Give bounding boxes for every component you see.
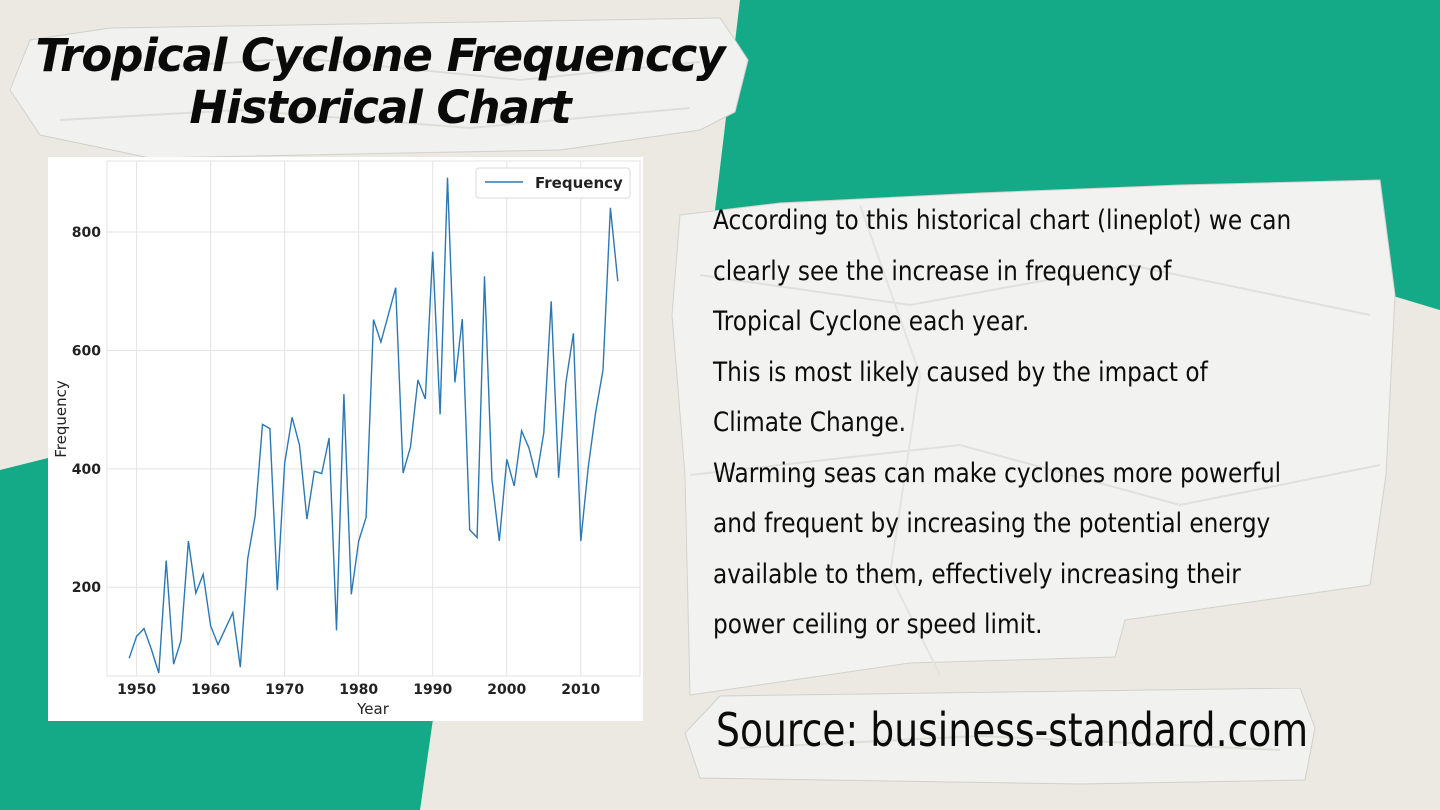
description-line: and frequent by increasing the potential… <box>713 508 1271 539</box>
x-tick-label: 2000 <box>487 682 526 698</box>
description-text: According to this historical chart (line… <box>713 196 1298 651</box>
title-line-1: Tropical Cyclone Frequenccy <box>35 29 725 82</box>
line-chart: 200 400 600 800 1950 1960 1970 1980 1990 2000 201… <box>52 160 641 718</box>
x-tick-label: 1960 <box>191 682 230 698</box>
x-tick-label: 1980 <box>339 682 378 698</box>
description-line: Climate Change. <box>713 407 907 438</box>
x-tick-label: 2010 <box>561 682 600 698</box>
legend-box <box>475 167 631 199</box>
source-paper-strip <box>684 688 1316 785</box>
grid-lines <box>107 161 640 676</box>
y-axis-label: Frequency <box>52 380 70 458</box>
text-paper-panel <box>671 179 1396 696</box>
description-line: Warming seas can make cyclones more powe… <box>713 457 1282 489</box>
source-label: Source: business-standard.com <box>716 703 1309 757</box>
y-tick-labels: 200 400 600 800 <box>72 225 101 596</box>
y-tick-label: 600 <box>72 343 101 359</box>
title-paper-strip <box>9 17 749 159</box>
legend-label: Frequency <box>535 174 623 192</box>
description-line: available to them, effectively increasin… <box>713 558 1241 590</box>
y-tick-label: 200 <box>72 580 101 596</box>
plot-frame <box>106 160 641 677</box>
x-tick-label: 1950 <box>117 682 156 698</box>
description-line: clearly see the increase in frequency of <box>713 255 1172 287</box>
y-tick-label: 800 <box>72 225 101 241</box>
title-line-2: Historical Chart <box>189 81 571 134</box>
chart-card: 200 400 600 800 1950 1960 1970 1980 1990 2000 201… <box>48 157 643 721</box>
x-tick-label: 1970 <box>265 682 304 698</box>
description-line: power ceiling or speed limit. <box>713 609 1043 640</box>
series-line-frequency <box>128 177 619 674</box>
legend: Frequency <box>475 167 631 199</box>
y-tick-label: 400 <box>72 462 101 478</box>
page-title: Tropical Cyclone Frequenccy Historical C… <box>0 30 760 134</box>
description-line: Tropical Cyclone each year. <box>713 306 1030 337</box>
x-tick-label: 1990 <box>413 682 452 698</box>
x-tick-labels: 1950 1960 1970 1980 1990 2000 2010 <box>117 682 600 698</box>
x-axis-label: Year <box>356 700 390 718</box>
description-line: According to this historical chart (line… <box>713 205 1292 236</box>
description-line: This is most likely caused by the impact… <box>713 356 1208 388</box>
